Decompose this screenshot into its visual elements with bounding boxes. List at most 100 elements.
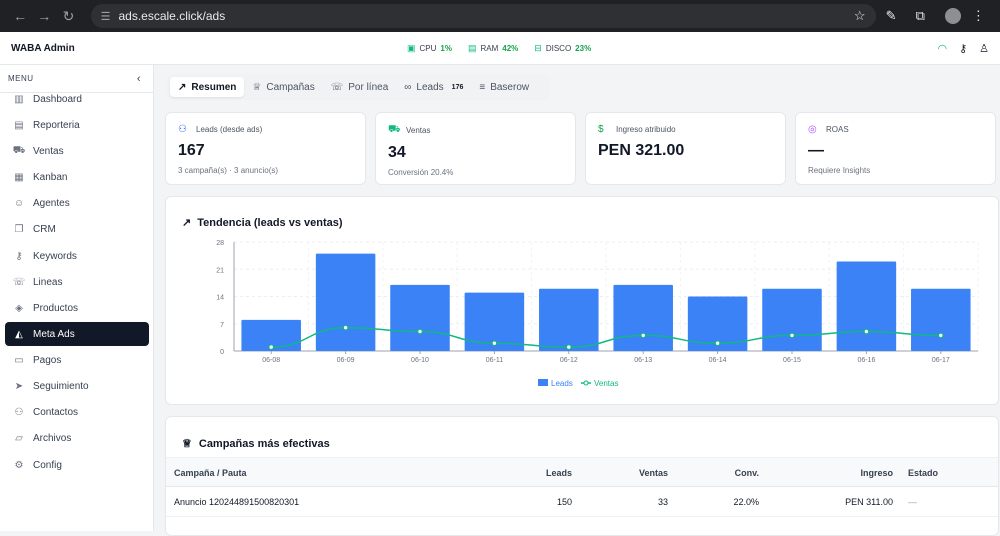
- sidebar-item-label: Contactos: [33, 406, 79, 418]
- tab-por-linea[interactable]: ☏ Por línea: [323, 77, 397, 97]
- tab-baserow[interactable]: ≡ Baserow: [471, 77, 537, 97]
- folder-icon: ▱: [15, 432, 23, 444]
- column-header: Ingreso: [860, 468, 893, 478]
- sidebar-item-crm[interactable]: ❐ CRM: [5, 217, 149, 241]
- user-icon[interactable]: ♙: [979, 42, 989, 55]
- bar-leads: [464, 292, 525, 351]
- database-icon: ≡: [479, 81, 486, 93]
- sidebar-item-label: Archivos: [33, 432, 72, 444]
- x-tick-label: 06-11: [486, 357, 503, 364]
- sidebar-item-label: Kanban: [33, 171, 68, 183]
- sidebar-item-label: Dashboard: [33, 93, 82, 105]
- sidebar-item-seguimiento[interactable]: ➤ Seguimiento: [5, 374, 149, 398]
- system-metrics: ▣ CPU 1% ▤ RAM 42% ⊟ DISCO 23%: [407, 43, 591, 54]
- kpi-card-ingreso: $ Ingreso atribuido PEN 321.00: [585, 112, 786, 185]
- phone-icon: ☏: [330, 81, 344, 93]
- chevron-left-icon[interactable]: ‹: [136, 72, 141, 85]
- sidebar-item-meta-ads[interactable]: ◭ Meta Ads: [5, 322, 149, 346]
- campaigns-table-card: ♕ Campañas más efectivas Campaña / Pauta L…: [165, 416, 999, 536]
- point-ventas: [417, 328, 423, 335]
- point-ventas: [342, 324, 349, 331]
- sidebar-item-dashboard[interactable]: ▥ Dashboard: [5, 87, 149, 111]
- sidebar-item-agentes[interactable]: ☺ Agentes: [5, 191, 149, 215]
- kpi-card-leads: ⚇ Leads (desde ads) 167 3 campaña(s) · 3 …: [165, 112, 366, 185]
- trophy-icon: ♕: [252, 81, 262, 93]
- sidebar-item-config[interactable]: ⚙ Config: [5, 453, 149, 477]
- cart-icon: ⛟: [388, 124, 401, 135]
- document-icon: ▤: [14, 119, 24, 131]
- site-settings-icon[interactable]: ☰: [100, 10, 111, 23]
- address-bar[interactable]: ☰ ads.escale.click/ads ☆: [90, 4, 876, 28]
- table-row[interactable]: Anuncio 120244891500820301 150 33 22.0% PEN …: [166, 487, 998, 517]
- table-title: Campañas más efectivas: [198, 437, 330, 450]
- bookmark-star-icon[interactable]: ☆: [853, 8, 866, 23]
- link-icon: ∞: [404, 81, 412, 93]
- bar-leads: [315, 253, 376, 351]
- target-icon: ◎: [808, 124, 817, 135]
- pen-extension-icon[interactable]: ✎: [885, 8, 897, 23]
- sidebar-item-contactos[interactable]: ⚇ Contactos: [5, 400, 149, 424]
- sidebar-item-ventas[interactable]: ⛟ Ventas: [5, 139, 149, 163]
- browser-menu-icon[interactable]: ⋮: [971, 8, 985, 23]
- sidebar: MENU ‹ ▥ Dashboard ▤ Reporteria ⛟ Ventas ▦ Kanb…: [0, 65, 154, 531]
- x-tick-label: 06-12: [560, 357, 578, 364]
- megaphone-icon: ◭: [15, 328, 23, 340]
- trophy-icon: ♕: [182, 438, 192, 450]
- tab-label: Leads: [416, 81, 444, 93]
- key-icon: ⚷: [15, 250, 23, 262]
- x-tick-label: 06-08: [262, 357, 280, 364]
- reload-icon[interactable]: ↻: [62, 7, 75, 24]
- forward-arrow-icon[interactable]: →: [37, 8, 52, 24]
- point-ventas: [714, 340, 721, 346]
- tab-label: Baserow: [490, 81, 530, 93]
- tab-label: Campañas: [266, 81, 315, 93]
- tab-bar: ↗ Resumen ♕ Campañas ☏ Por línea ∞ Leads 176 ≡ Bas…: [167, 74, 550, 100]
- y-tick-label: 28: [216, 240, 224, 247]
- sidebar-item-label: Keywords: [33, 250, 77, 262]
- sidebar-item-label: Agentes: [33, 197, 70, 209]
- x-tick-label: 06-10: [411, 357, 429, 364]
- x-tick-label: 06-09: [337, 357, 355, 364]
- profile-avatar[interactable]: [936, 5, 963, 27]
- sidebar-item-lineas[interactable]: ☏ Lineas: [5, 270, 149, 294]
- kpi-subtext: 3 campaña(s) · 3 anuncio(s): [178, 166, 279, 175]
- point-ventas: [491, 340, 498, 346]
- kpi-card-roas: ◎ ROAS — Requiere Insights: [795, 112, 996, 185]
- column-header: Conv.: [734, 468, 759, 478]
- menu-header: MENU ‹: [0, 65, 153, 93]
- sidebar-item-productos[interactable]: ◈ Productos: [5, 296, 149, 320]
- sidebar-item-archivos[interactable]: ▱ Archivos: [5, 426, 149, 450]
- key-icon[interactable]: ⚷: [959, 42, 968, 55]
- bar-chart-icon: ▥: [14, 93, 24, 105]
- app-title: WABA Admin: [11, 42, 75, 54]
- sidebar-item-label: Meta Ads: [33, 328, 75, 340]
- legend-marker-ventas: [583, 380, 589, 386]
- sidebar-item-keywords[interactable]: ⚷ Keywords: [5, 244, 149, 268]
- tab-label: Por línea: [348, 81, 389, 93]
- sidebar-item-label: Seguimiento: [33, 380, 89, 392]
- table-cell: PEN 311.00: [845, 497, 893, 507]
- kpi-subtext: Requiere Insights: [808, 166, 871, 175]
- back-arrow-icon[interactable]: ←: [13, 8, 28, 24]
- users-icon: ⚇: [178, 124, 187, 135]
- kpi-value: PEN 321.00: [598, 142, 685, 159]
- send-icon: ➤: [14, 380, 24, 392]
- bar-leads: [762, 288, 822, 351]
- tab-resumen[interactable]: ↗ Resumen: [170, 77, 245, 97]
- url-text: ads.escale.click/ads: [118, 9, 226, 23]
- point-ventas: [566, 344, 572, 350]
- memory-icon: ▤: [467, 42, 477, 53]
- kpi-value: 167: [178, 142, 205, 159]
- tab-campanas[interactable]: ♕ Campañas: [244, 77, 322, 97]
- line-ventas: [271, 326, 941, 348]
- sidebar-item-kanban[interactable]: ▦ Kanban: [5, 165, 149, 189]
- sidebar-item-pagos[interactable]: ▭ Pagos: [5, 348, 149, 372]
- x-tick-label: 06-17: [932, 357, 950, 364]
- bar-leads: [539, 288, 599, 351]
- trend-chart: 0 7 14 21 28 06-08 06-09 06-10 06-11 06-12 06-13 06…: [216, 240, 979, 388]
- puzzle-extension-icon[interactable]: ⧉: [915, 8, 925, 23]
- tab-leads[interactable]: ∞ Leads 176: [396, 77, 471, 97]
- sidebar-item-label: Pagos: [33, 354, 62, 366]
- legend-label-leads: Leads: [551, 379, 573, 388]
- sidebar-item-reporteria[interactable]: ▤ Reporteria: [5, 113, 149, 137]
